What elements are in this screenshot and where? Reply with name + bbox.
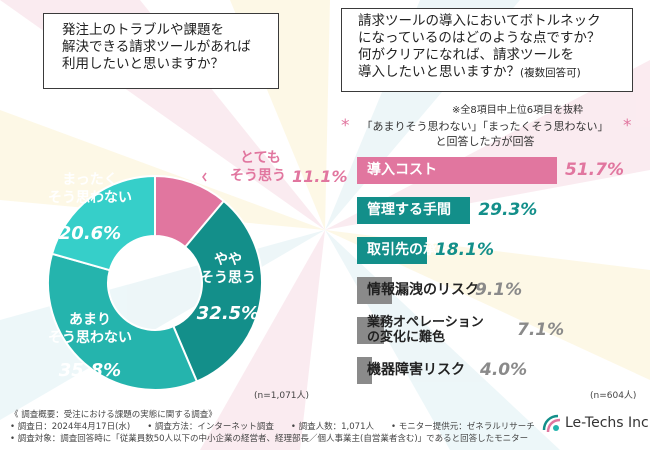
donut-slice-label: そう思わない [48, 190, 132, 206]
donut-slice-label: そう思う [230, 168, 286, 184]
donut-slice [47, 252, 199, 391]
bar-category-label-line: 情報漏洩のリスク [367, 282, 479, 298]
bar-category-label-line: 導入コスト [367, 162, 437, 178]
subtitle-line1: 「あまりそう思わない」「まったくそう思わない」 [361, 120, 609, 133]
bar [357, 317, 385, 344]
donut-slice-value: 35.8% [59, 360, 121, 381]
label-marker-icon [202, 172, 207, 182]
bar-category-label: 導入コスト [367, 157, 437, 184]
bar [357, 357, 373, 384]
right-question-line: 導入したいと思いますか？(複数回答可) [358, 64, 632, 82]
donut-slice-label: あまり [69, 312, 111, 328]
bar-category-label-line: 管理する手間 [367, 202, 451, 218]
bar-category-label: 管理する手間 [367, 197, 451, 224]
bar-category-label: 機器障害リスク [367, 357, 465, 384]
donut-slice-value: 32.5% [197, 303, 259, 324]
logo-text: Le-Techs Inc. [565, 415, 650, 431]
donut-slice-label: とても [240, 150, 281, 166]
bar [357, 237, 428, 264]
donut-slice-value: 11.1% [292, 167, 348, 186]
question-suffix: (複数回答可) [520, 67, 581, 79]
left-question-line: 解決できる請求ツールがあれば [62, 39, 251, 55]
donut-slice-value: 20.6% [59, 223, 121, 244]
sparkle-right-icon: * [623, 116, 632, 136]
right-question-line: 請求ツールの導入においてボトルネック [358, 13, 601, 29]
right-question-line: 何がクリアになれば、請求ツールを [358, 47, 574, 63]
bar [357, 157, 557, 184]
bar-category-label-line: 機器障害リスク [367, 362, 465, 378]
bar-category-label: 情報漏洩のリスク [367, 277, 479, 304]
bar-category-label: 取引先の承認 [367, 237, 451, 264]
bar-value-label: 9.1% [475, 280, 523, 300]
left-question-box: 発注上のトラブルや課題を 解決できる請求ツールがあれば 利用したいと思いますか？ [43, 13, 279, 89]
donut-slice [172, 199, 263, 383]
donut-slice-label: やや [214, 252, 242, 268]
right-n-label: (n=604人) [590, 391, 637, 401]
subtitle-line2: と回答した方が回答 [435, 135, 535, 148]
right-question-line-text: 導入したいと思いますか？ [358, 64, 520, 80]
footer-line1: 《 調査概要：受注における課題の実態に関する調査》 [10, 410, 217, 420]
bar-value-label: 7.1% [517, 320, 565, 340]
bar-category-label: 業務オペレーション の変化に難色 [367, 315, 484, 345]
bar-value-label: 29.3% [478, 200, 538, 220]
note-text: ※全8項目中上位6項目を抜粋 [452, 105, 584, 116]
left-question-line: 発注上のトラブルや課題を [62, 22, 224, 38]
left-n-label: (n=1,071人) [254, 391, 310, 401]
bar [357, 197, 471, 224]
bar-category-label-line: 取引先の承認 [367, 242, 451, 258]
left-question-line: 利用したいと思いますか？ [62, 56, 224, 72]
bar-category-label-line: の変化に難色 [367, 330, 446, 345]
bar-category-label-line: 業務オペレーション [367, 315, 484, 330]
right-question-line: になっているのはどのような点ですか？ [358, 30, 601, 46]
bar-value-label: 18.1% [435, 240, 494, 260]
bar-value-label: 51.7% [565, 160, 624, 180]
right-question-box: 請求ツールの導入においてボトルネック になっているのはどのような点ですか？ 何が… [341, 8, 633, 92]
donut-slice [50, 174, 156, 272]
donut-slice-label: そう思う [200, 270, 256, 286]
bar-value-label: 4.0% [480, 360, 528, 380]
donut-slice-label: まったく [62, 172, 117, 188]
sparkle-left-icon: * [341, 116, 350, 136]
footer-line2: • 調査日：2024年4月17日(水) • 調査方法：インターネット調査 • 調… [10, 422, 535, 432]
footer-line3: • 調査対象：調査回答時に「従業員数50人以下の中小企業の経営者、経理部長／個人… [10, 434, 529, 444]
donut-slice-label: そう思わない [48, 330, 132, 346]
bar [357, 277, 393, 304]
logo-icon [542, 414, 561, 433]
